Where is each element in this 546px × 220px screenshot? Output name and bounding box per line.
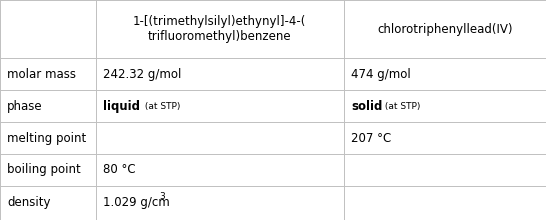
Text: melting point: melting point	[7, 132, 86, 145]
Text: 80 °C: 80 °C	[103, 163, 135, 176]
Text: chlorotriphenyllead(IV): chlorotriphenyllead(IV)	[377, 23, 513, 36]
Text: 207 °C: 207 °C	[351, 132, 391, 145]
Text: liquid: liquid	[103, 100, 140, 113]
Text: (at STP): (at STP)	[382, 102, 420, 111]
Text: 242.32 g/mol: 242.32 g/mol	[103, 68, 181, 81]
Text: 3: 3	[159, 192, 165, 201]
Text: solid: solid	[351, 100, 382, 113]
Text: density: density	[7, 196, 51, 209]
Text: (at STP): (at STP)	[142, 102, 180, 111]
Text: phase: phase	[7, 100, 43, 113]
Text: boiling point: boiling point	[7, 163, 81, 176]
Text: 1-[(trimethylsilyl)ethynyl]-4-(
trifluoromethyl)benzene: 1-[(trimethylsilyl)ethynyl]-4-( trifluor…	[133, 15, 306, 43]
Text: 474 g/mol: 474 g/mol	[351, 68, 411, 81]
Text: molar mass: molar mass	[7, 68, 76, 81]
Text: 1.029 g/cm: 1.029 g/cm	[103, 196, 169, 209]
